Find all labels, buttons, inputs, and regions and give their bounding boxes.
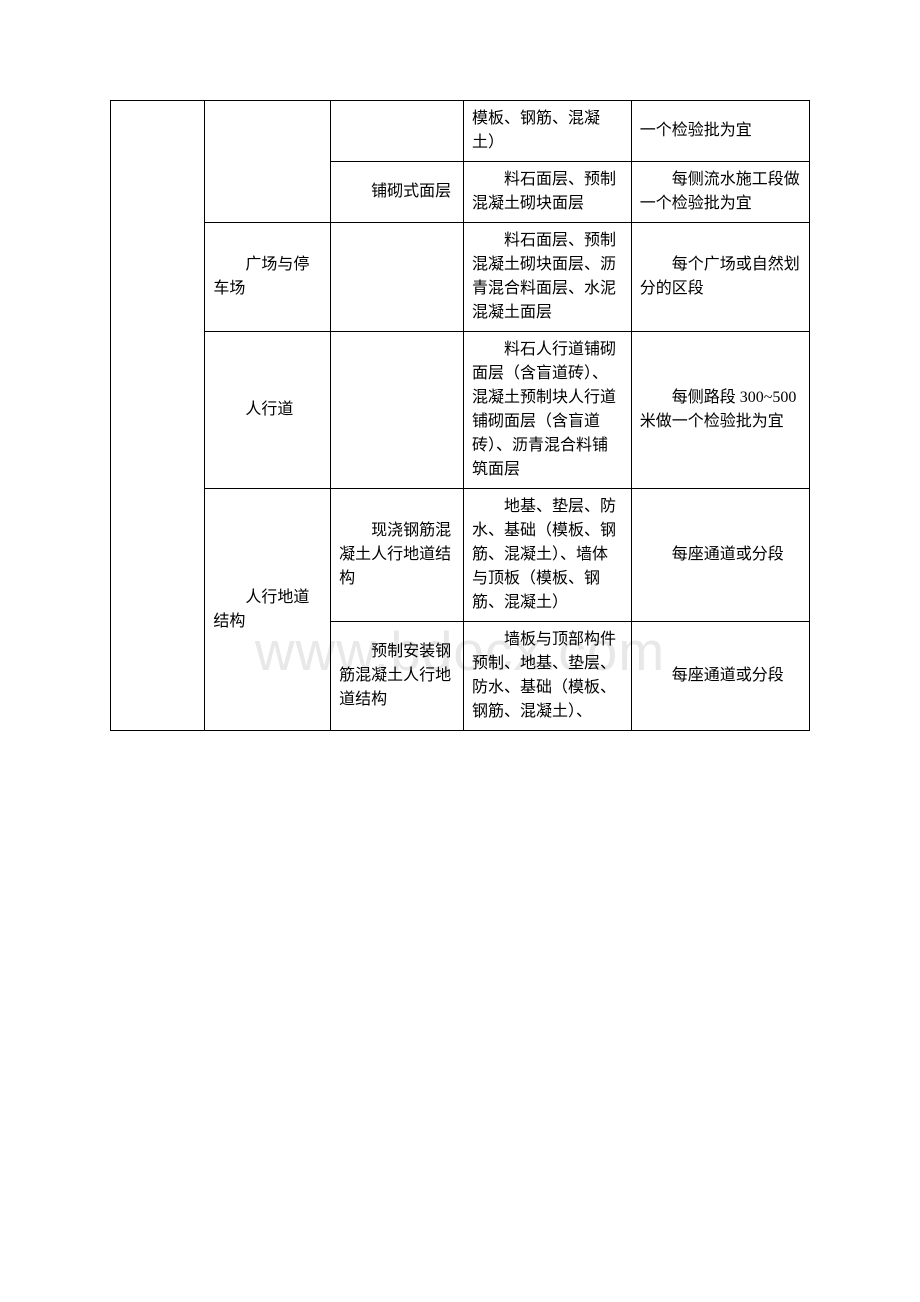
cell-text: 料石面层、预制混凝土砌块面层 xyxy=(472,171,616,212)
cell-text: 每座通道或分段 xyxy=(672,667,784,684)
table-cell: 每座通道或分段 xyxy=(631,622,809,731)
table-cell: 每侧路段 300~500 米做一个检验批为宜 xyxy=(631,332,809,489)
cell-text: 每侧流水施工段做一个检验批为宜 xyxy=(640,171,800,212)
table-cell: 模板、钢筋、混凝土） xyxy=(463,101,631,162)
cell-text: 人行地道结构 xyxy=(213,589,309,630)
table-cell: 每侧流水施工段做一个检验批为宜 xyxy=(631,162,809,223)
table-cell xyxy=(331,223,464,332)
table-cell xyxy=(331,101,464,162)
cell-text: 模板、钢筋、混凝土） xyxy=(472,110,600,151)
cell-text: 广场与停车场 xyxy=(213,256,309,297)
cell-text: 每个广场或自然划分的区段 xyxy=(640,256,800,297)
table-row: 模板、钢筋、混凝土） 一个检验批为宜 xyxy=(111,101,810,162)
cell-text: 现浇钢筋混凝土人行地道结构 xyxy=(339,522,451,587)
table-cell: 每座通道或分段 xyxy=(631,489,809,622)
table-row: 人行地道结构现浇钢筋混凝土人行地道结构地基、垫层、防水、基础（模板、钢筋、混凝土… xyxy=(111,489,810,622)
table-cell xyxy=(331,332,464,489)
table-cell: 每个广场或自然划分的区段 xyxy=(631,223,809,332)
cell-text: 每座通道或分段 xyxy=(672,546,784,563)
table-cell: 广场与停车场 xyxy=(205,223,331,332)
table-cell xyxy=(111,101,205,731)
table-cell: 现浇钢筋混凝土人行地道结构 xyxy=(331,489,464,622)
cell-text: 铺砌式面层 xyxy=(371,183,451,200)
cell-text: 每侧路段 300~500 米做一个检验批为宜 xyxy=(640,389,797,430)
cell-text: 料石面层、预制混凝土砌块面层、沥青混合料面层、水泥混凝土面层 xyxy=(472,232,616,321)
table-cell xyxy=(205,101,331,223)
table-cell: 料石人行道铺砌面层（含盲道砖）、混凝土预制块人行道铺砌面层（含盲道砖）、沥青混合… xyxy=(463,332,631,489)
table-row: 人行道 料石人行道铺砌面层（含盲道砖）、混凝土预制块人行道铺砌面层（含盲道砖）、沥… xyxy=(111,332,810,489)
table-row: 广场与停车场 料石面层、预制混凝土砌块面层、沥青混合料面层、水泥混凝土面层每个广场… xyxy=(111,223,810,332)
cell-text: 地基、垫层、防水、基础（模板、钢筋、混凝土）、墙体与顶板（模板、钢筋、混凝土） xyxy=(472,498,616,611)
table-cell: 一个检验批为宜 xyxy=(631,101,809,162)
cell-text: 料石人行道铺砌面层（含盲道砖）、混凝土预制块人行道铺砌面层（含盲道砖）、沥青混合… xyxy=(472,341,616,478)
table-cell: 地基、垫层、防水、基础（模板、钢筋、混凝土）、墙体与顶板（模板、钢筋、混凝土） xyxy=(463,489,631,622)
table-cell: 铺砌式面层 xyxy=(331,162,464,223)
table-cell: 预制安装钢筋混凝土人行地道结构 xyxy=(331,622,464,731)
table-cell: 人行道 xyxy=(205,332,331,489)
table-cell: 墙板与顶部构件预制、地基、垫层、防水、基础（模板、钢筋、混凝土）、 xyxy=(463,622,631,731)
table-cell: 料石面层、预制混凝土砌块面层 xyxy=(463,162,631,223)
cell-text: 预制安装钢筋混凝土人行地道结构 xyxy=(339,643,451,708)
cell-text: 一个检验批为宜 xyxy=(640,122,752,139)
table-cell: 料石面层、预制混凝土砌块面层、沥青混合料面层、水泥混凝土面层 xyxy=(463,223,631,332)
table-cell: 人行地道结构 xyxy=(205,489,331,731)
cell-text: 人行道 xyxy=(245,401,293,418)
cell-text: 墙板与顶部构件预制、地基、垫层、防水、基础（模板、钢筋、混凝土）、 xyxy=(472,631,616,720)
document-page: 模板、钢筋、混凝土） 一个检验批为宜铺砌式面层 料石面层、预制混凝土砌块面层每侧流水… xyxy=(0,0,920,731)
spec-table: 模板、钢筋、混凝土） 一个检验批为宜铺砌式面层 料石面层、预制混凝土砌块面层每侧流水… xyxy=(110,100,810,731)
